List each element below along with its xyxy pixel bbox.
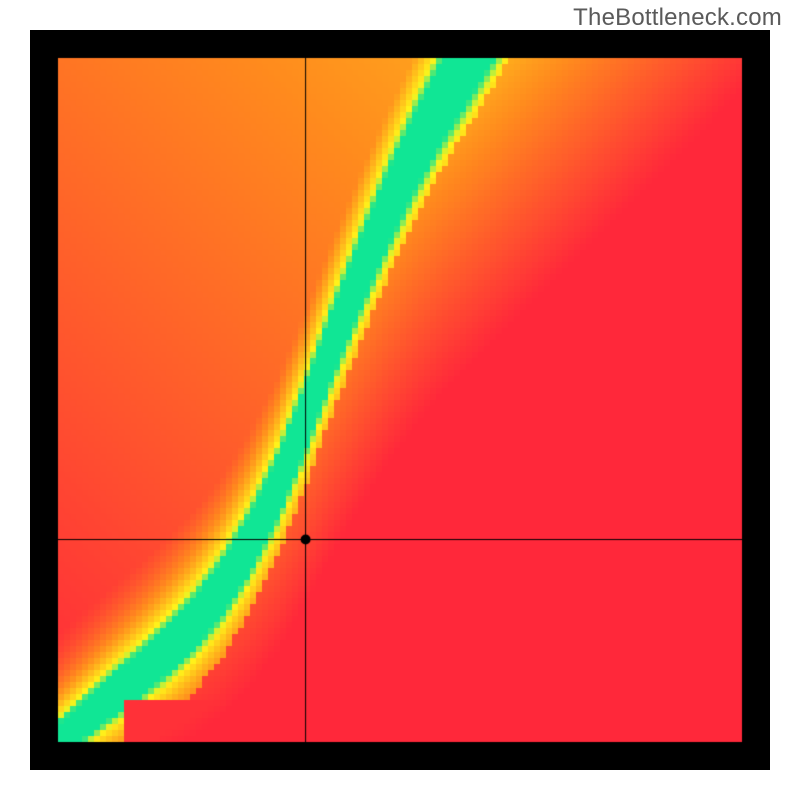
watermark-text: TheBottleneck.com <box>573 4 782 32</box>
bottleneck-heatmap <box>30 30 770 770</box>
